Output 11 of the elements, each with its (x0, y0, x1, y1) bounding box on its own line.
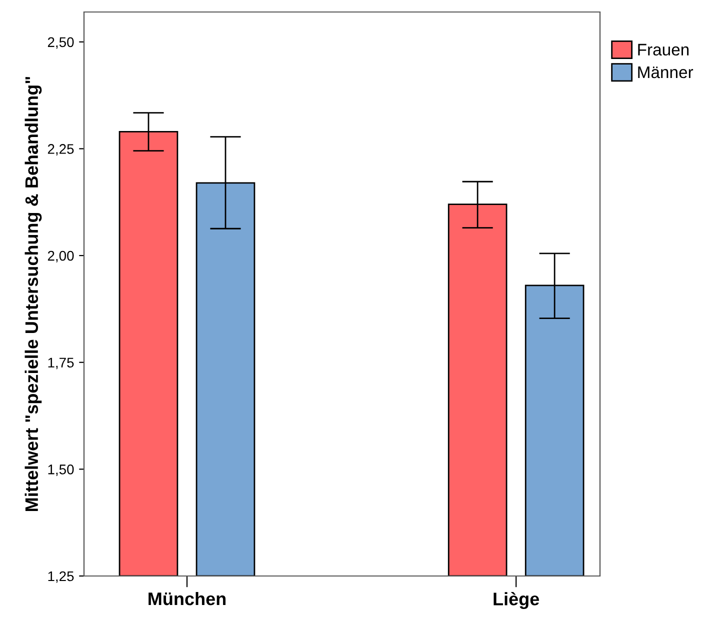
y-tick-label: 2,50 (48, 37, 74, 49)
y-tick-label: 1,25 (48, 571, 74, 583)
y-tick-label: 1,50 (48, 464, 74, 476)
y-tick-label: 2,00 (48, 250, 74, 262)
legend-label: Frauen (638, 44, 689, 56)
y-tick-label: 2,25 (48, 144, 74, 156)
x-tick-label: Liège (494, 592, 540, 610)
x-tick-label: München (148, 592, 226, 606)
y-tick-label: 1,75 (48, 358, 74, 370)
legend-label: Männer (638, 66, 694, 78)
y-axis-title: Mittelwert "spezielle Untersuchung & Behandlung" (24, 76, 42, 512)
